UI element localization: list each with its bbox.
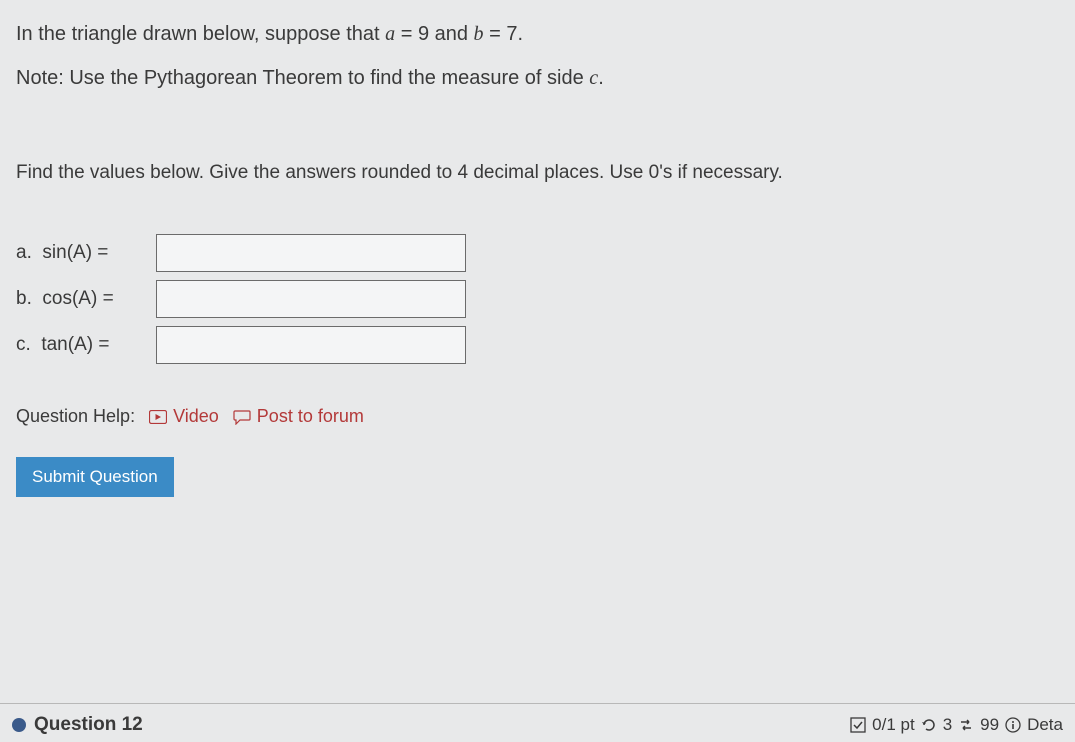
value-a: 9 bbox=[418, 23, 429, 45]
problem-line-2: Note: Use the Pythagorean Theorem to fin… bbox=[16, 62, 1059, 94]
tan-input[interactable] bbox=[156, 326, 466, 364]
chat-icon bbox=[233, 409, 251, 425]
value-b: 7 bbox=[506, 23, 517, 45]
text: . bbox=[598, 67, 604, 89]
submit-question-button[interactable]: Submit Question bbox=[16, 457, 174, 497]
checkbox-icon bbox=[850, 717, 866, 733]
answer-row-b: b. cos(A) = bbox=[16, 280, 1059, 318]
answer-label-sin: a. sin(A) = bbox=[16, 242, 156, 264]
sin-input[interactable] bbox=[156, 234, 466, 272]
retry-icon bbox=[921, 717, 937, 733]
swap-icon bbox=[958, 717, 974, 733]
answer-label-cos: b. cos(A) = bbox=[16, 288, 156, 310]
video-help-link[interactable]: Video bbox=[149, 406, 219, 427]
cos-input[interactable] bbox=[156, 280, 466, 318]
instruction-text: Find the values below. Give the answers … bbox=[16, 162, 1059, 184]
question-help-row: Question Help: Video Post to forum bbox=[16, 406, 1059, 427]
forum-help-link[interactable]: Post to forum bbox=[233, 406, 364, 427]
answer-label-tan: c. tan(A) = bbox=[16, 334, 156, 356]
attempts-text: 3 bbox=[943, 715, 952, 735]
problem-line-1: In the triangle drawn below, suppose tha… bbox=[16, 18, 1059, 50]
question-content: In the triangle drawn below, suppose tha… bbox=[0, 0, 1075, 497]
question-number-label: Question 12 bbox=[34, 714, 143, 736]
video-icon bbox=[149, 410, 167, 424]
answer-row-c: c. tan(A) = bbox=[16, 326, 1059, 364]
help-label: Question Help: bbox=[16, 406, 135, 427]
score-text: 0/1 pt bbox=[872, 715, 915, 735]
remaining-text: 99 bbox=[980, 715, 999, 735]
text: . bbox=[517, 23, 523, 45]
text: = bbox=[484, 23, 507, 45]
details-link[interactable]: Deta bbox=[1027, 715, 1063, 735]
video-link-text: Video bbox=[173, 406, 219, 427]
question-number-area[interactable]: Question 12 bbox=[12, 714, 143, 736]
forum-link-text: Post to forum bbox=[257, 406, 364, 427]
text: = bbox=[395, 23, 418, 45]
variable-c: c bbox=[589, 67, 598, 89]
text: and bbox=[429, 23, 473, 45]
answer-row-a: a. sin(A) = bbox=[16, 234, 1059, 272]
status-dot-icon bbox=[12, 718, 26, 732]
text: Note: Use the Pythagorean Theorem to fin… bbox=[16, 67, 589, 89]
text: In the triangle drawn below, suppose tha… bbox=[16, 23, 385, 45]
question-footer: Question 12 0/1 pt 3 99 Deta bbox=[0, 703, 1075, 742]
variable-a: a bbox=[385, 23, 395, 45]
variable-b: b bbox=[474, 23, 484, 45]
info-icon bbox=[1005, 717, 1021, 733]
score-area: 0/1 pt 3 99 Deta bbox=[850, 715, 1063, 735]
